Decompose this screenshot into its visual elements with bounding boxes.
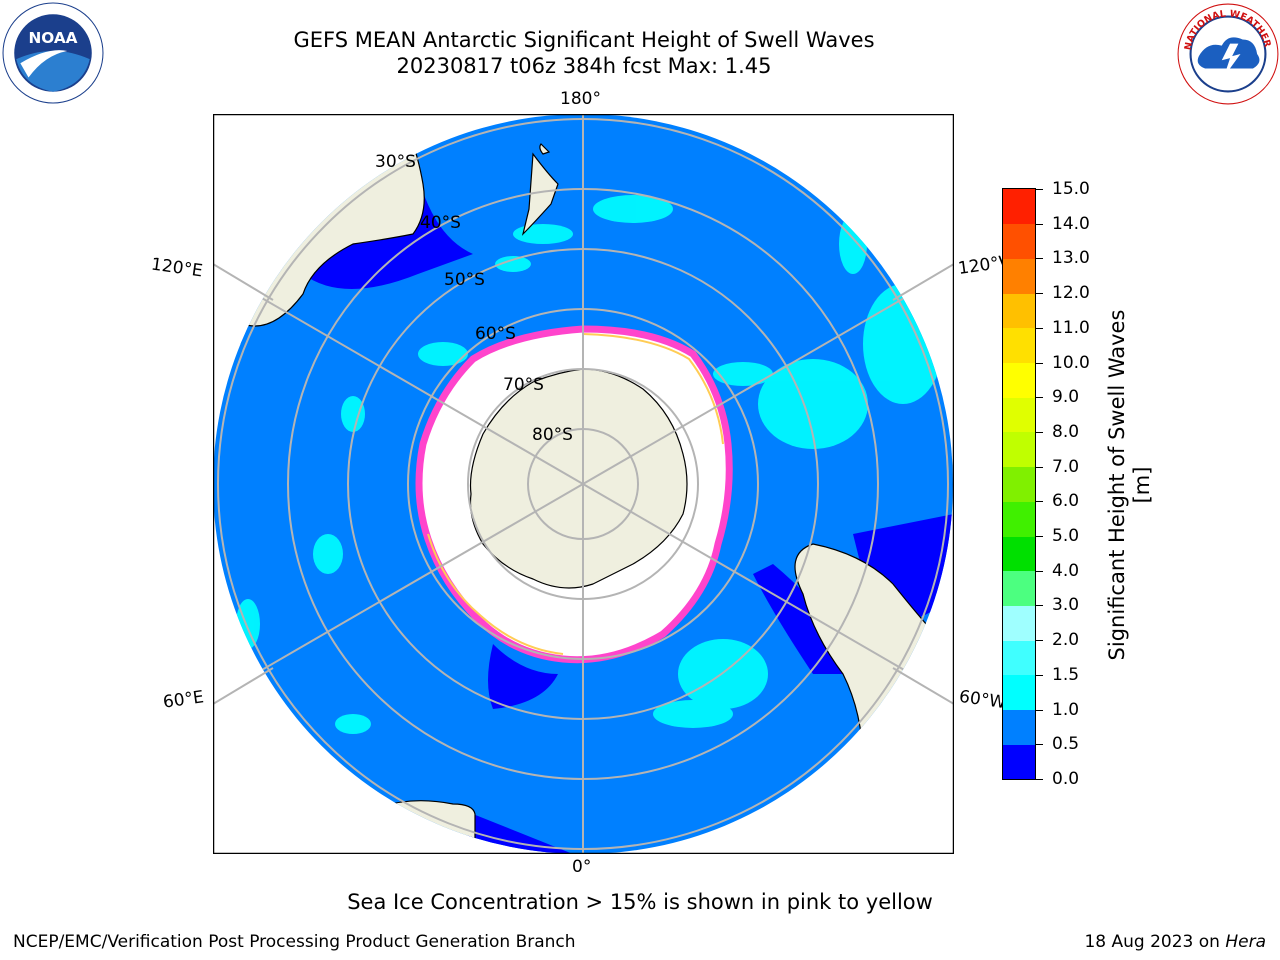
colorbar-tick-label: 0.5 (1052, 734, 1080, 755)
colorbar-tick (1036, 466, 1043, 468)
sea-ice-note: Sea Ice Concentration > 15% is shown in … (347, 890, 933, 914)
chart-title: GEFS MEAN Antarctic Significant Height o… (293, 28, 875, 52)
colorbar-cell (1003, 189, 1035, 225)
colorbar-tick (1036, 362, 1043, 364)
antarctica (469, 368, 688, 589)
colorbar-tick-label: 0.0 (1052, 769, 1080, 789)
colorbar-tick (1036, 570, 1043, 572)
colorbar-tick-label: 12.0 (1052, 283, 1090, 304)
lon-label-120e: 120°E (149, 254, 204, 282)
colorbar-tick-label: 14.0 (1052, 213, 1090, 234)
colorbar-tick-label: 2.0 (1052, 630, 1080, 651)
colorbar-tick (1036, 501, 1043, 503)
colorbar-tick (1036, 189, 1043, 190)
colorbar-tick (1036, 744, 1043, 746)
footer-date-text: 18 Aug 2023 on (1084, 932, 1226, 952)
colorbar-cell (1003, 536, 1035, 572)
colorbar-tick-label: 7.0 (1052, 456, 1080, 477)
colorbar-tick-label: 9.0 (1052, 387, 1080, 408)
footer-host: Hera (1225, 932, 1266, 952)
colorbar-cell (1003, 223, 1035, 259)
colorbar-tick (1036, 223, 1043, 225)
colorbar-cell (1003, 605, 1035, 641)
colorbar-cell (1003, 431, 1035, 468)
colorbar-cell (1003, 362, 1035, 398)
lat-label-60s: 60°S (475, 324, 516, 344)
colorbar-cell (1003, 258, 1035, 294)
footer-credit: NCEP/EMC/Verification Post Processing Pr… (13, 932, 576, 952)
colorbar-cell (1003, 466, 1035, 502)
colorbar-cell (1003, 327, 1035, 364)
map-border (213, 114, 954, 854)
nws-logo-icon: NATIONAL WEATHER SERVICE (1176, 2, 1279, 105)
colorbar-tick (1036, 605, 1043, 607)
lat-label-40s: 40°S (420, 213, 461, 233)
colorbar-tick (1036, 258, 1043, 260)
colorbar-tick (1036, 327, 1043, 329)
footer-date: 18 Aug 2023 on Hera (1084, 932, 1266, 952)
lat-label-70s: 70°S (503, 375, 544, 395)
colorbar-tick (1036, 293, 1043, 295)
colorbar-cell (1003, 674, 1035, 711)
colorbar-cell (1003, 640, 1035, 676)
colorbar-cell (1003, 570, 1035, 606)
noaa-logo-text: NOAA (28, 29, 77, 47)
lon-label-0: 0° (572, 857, 592, 877)
colorbar-tick (1036, 779, 1043, 780)
colorbar-tick (1036, 640, 1043, 642)
chart-subtitle: 20230817 t06z 384h fcst Max: 1.45 (396, 54, 772, 78)
colorbar-tick-label: 1.0 (1052, 699, 1080, 720)
colorbar-tick (1036, 709, 1043, 711)
graticule (213, 114, 953, 854)
colorbar-cell (1003, 709, 1035, 745)
colorbar-tick-label: 8.0 (1052, 421, 1080, 442)
colorbar-tick-label: 11.0 (1052, 317, 1090, 338)
colorbar-tick-label: 15.0 (1052, 179, 1090, 199)
polar-map (213, 114, 954, 854)
colorbar-cell (1003, 397, 1035, 433)
colorbar-cell (1003, 501, 1035, 537)
colorbar-tick (1036, 397, 1043, 399)
lon-label-60w: 60°W (957, 686, 1008, 714)
colorbar-tick-label: 6.0 (1052, 491, 1080, 512)
colorbar-tick-label: 4.0 (1052, 560, 1080, 581)
colorbar-tick-label: 5.0 (1052, 526, 1080, 547)
lat-label-50s: 50°S (444, 270, 485, 290)
colorbar-tick-label: 10.0 (1052, 352, 1090, 373)
lat-label-30s: 30°S (375, 152, 416, 172)
lon-label-180: 180° (560, 89, 601, 109)
colorbar-title: Significant Height of Swell Waves [m] (1105, 309, 1154, 661)
colorbar-tick-label: 13.0 (1052, 248, 1090, 269)
colorbar-tick (1036, 674, 1043, 676)
lon-label-60e: 60°E (161, 687, 206, 713)
noaa-logo-icon: NOAA (2, 2, 104, 104)
colorbar-tick (1036, 536, 1043, 538)
colorbar-tick-label: 3.0 (1052, 595, 1080, 616)
lat-label-80s: 80°S (532, 425, 573, 445)
colorbar-cell (1003, 293, 1035, 329)
colorbar-tick (1036, 431, 1043, 433)
colorbar-cell (1003, 744, 1035, 780)
colorbar (1002, 188, 1036, 780)
colorbar-tick-label: 1.5 (1052, 664, 1080, 685)
